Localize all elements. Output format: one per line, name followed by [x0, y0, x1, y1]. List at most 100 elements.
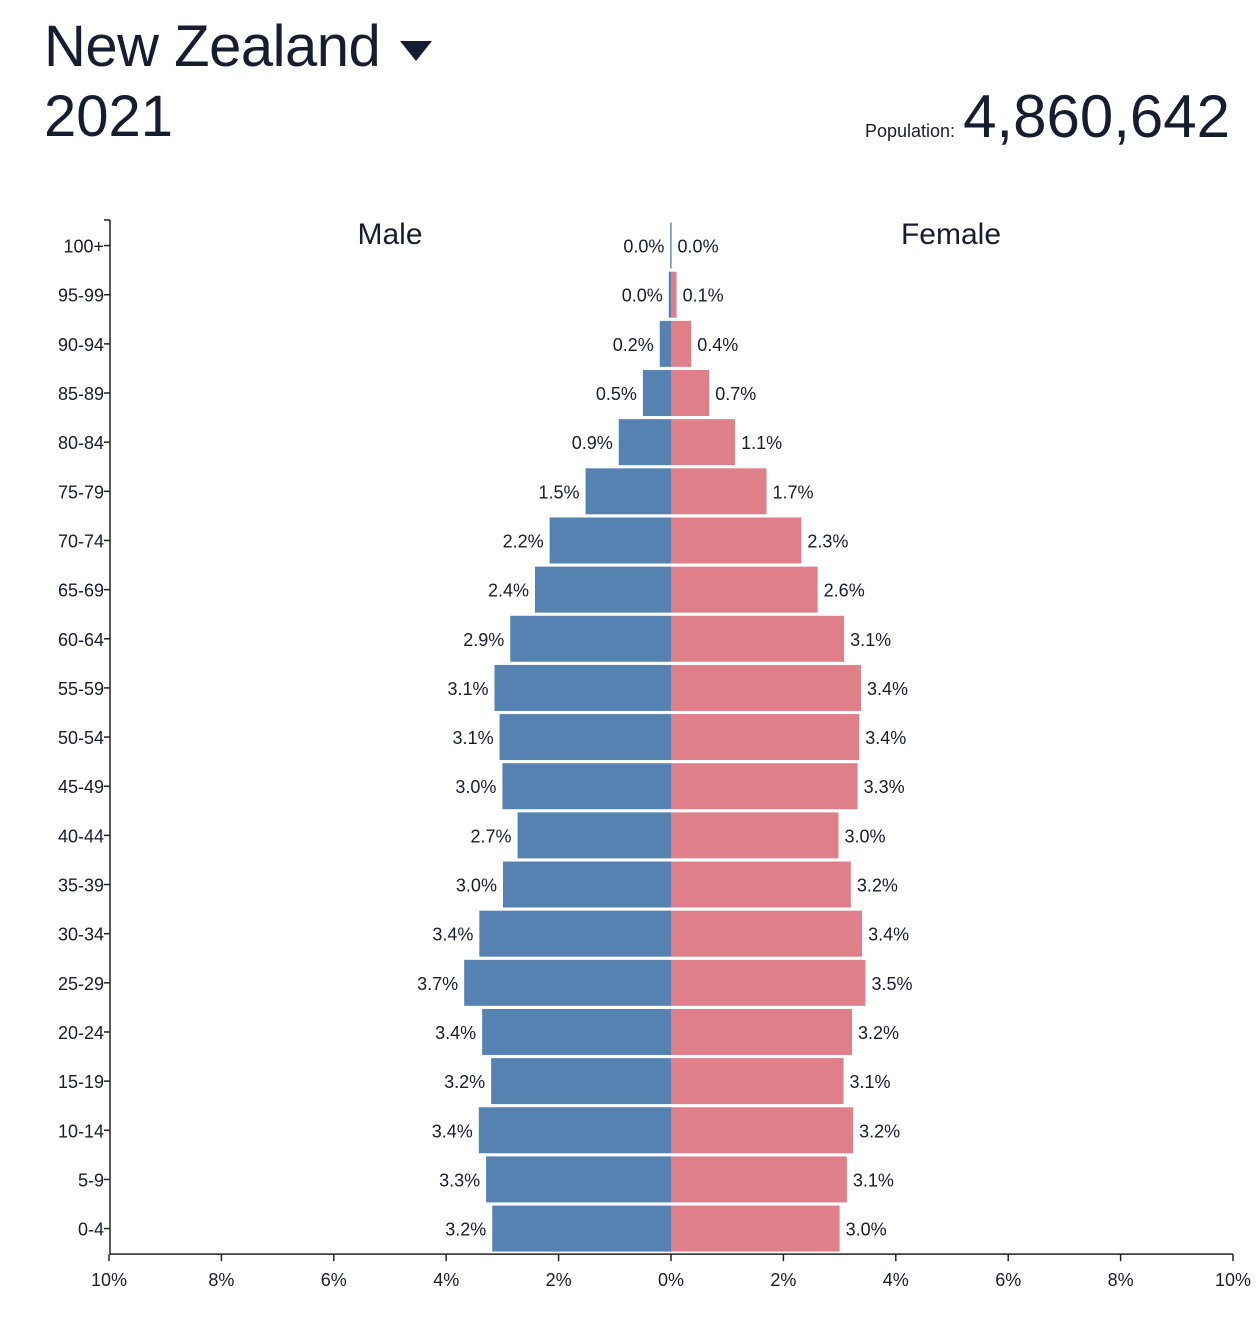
- male-bar: [491, 1058, 671, 1105]
- male-value-label: 3.4%: [432, 925, 473, 945]
- male-value-label: 1.5%: [539, 482, 580, 502]
- male-bar: [510, 615, 671, 662]
- female-value-label: 2.3%: [807, 531, 848, 551]
- female-value-label: 3.5%: [871, 974, 912, 994]
- female-bar: [671, 1058, 844, 1105]
- male-bar: [502, 763, 671, 810]
- age-group-label: 85-89: [58, 384, 104, 404]
- age-group-label: 55-59: [58, 679, 104, 699]
- female-value-label: 1.1%: [741, 433, 782, 453]
- male-value-label: 3.0%: [455, 777, 496, 797]
- male-value-label: 0.9%: [572, 433, 613, 453]
- female-value-label: 3.3%: [864, 777, 905, 797]
- female-value-label: 1.7%: [773, 482, 814, 502]
- x-tick-label: 8%: [1108, 1270, 1134, 1290]
- age-group-label: 90-94: [58, 335, 104, 355]
- male-value-label: 2.7%: [471, 826, 512, 846]
- age-group-label: 95-99: [58, 286, 104, 306]
- male-bar: [492, 1205, 671, 1252]
- x-tick-label: 2%: [770, 1270, 796, 1290]
- year-label: 2021: [44, 84, 174, 149]
- age-group-label: 30-34: [58, 925, 104, 945]
- x-tick-label: 4%: [883, 1270, 909, 1290]
- male-value-label: 0.0%: [622, 286, 663, 306]
- female-value-label: 0.1%: [683, 286, 724, 306]
- x-tick-label: 10%: [91, 1270, 127, 1290]
- male-bar: [502, 861, 671, 908]
- age-group-label: 70-74: [58, 531, 104, 551]
- male-value-label: 3.0%: [456, 876, 497, 896]
- female-bar: [671, 468, 767, 515]
- age-group-label: 75-79: [58, 482, 104, 502]
- female-bar: [671, 1205, 840, 1252]
- male-bar: [668, 271, 671, 318]
- male-bar: [478, 1107, 671, 1154]
- male-bar: [494, 664, 671, 711]
- male-value-label: 0.0%: [623, 237, 664, 257]
- population-label: Population:: [864, 121, 956, 141]
- female-heading: Female: [901, 218, 1001, 251]
- female-bar: [671, 517, 802, 564]
- male-value-label: 0.5%: [596, 384, 637, 404]
- female-value-label: 3.4%: [867, 679, 908, 699]
- male-bar: [482, 1008, 671, 1055]
- female-value-label: 3.2%: [857, 876, 898, 896]
- female-value-label: 0.7%: [715, 384, 756, 404]
- female-value-label: 3.1%: [853, 1170, 894, 1190]
- population-value: 4,860,642: [963, 83, 1230, 150]
- male-value-label: 3.4%: [432, 1121, 473, 1141]
- male-value-label: 0.2%: [613, 335, 654, 355]
- male-value-label: 3.7%: [417, 974, 458, 994]
- male-bar: [670, 222, 671, 269]
- female-bar: [671, 615, 845, 662]
- age-group-label: 65-69: [58, 581, 104, 601]
- country-dropdown[interactable]: New Zealand: [44, 12, 433, 82]
- age-group-label: 20-24: [58, 1023, 104, 1043]
- female-bar: [671, 1107, 854, 1154]
- female-bar: [671, 763, 858, 810]
- male-bar: [479, 910, 671, 957]
- caret-down-icon[interactable]: [400, 41, 433, 61]
- female-bar: [671, 959, 866, 1006]
- male-bar: [464, 959, 671, 1006]
- age-group-label: 60-64: [58, 630, 104, 650]
- female-bar: [671, 714, 860, 761]
- female-value-label: 3.4%: [865, 728, 906, 748]
- x-tick-label: 10%: [1215, 1270, 1251, 1290]
- female-bar: [671, 1008, 852, 1055]
- female-bar: [671, 320, 692, 367]
- age-group-label: 5-9: [78, 1170, 104, 1190]
- female-bar: [671, 1156, 847, 1203]
- female-value-label: 0.0%: [678, 237, 719, 257]
- male-bar: [517, 812, 671, 859]
- male-heading: Male: [357, 218, 422, 251]
- female-bar: [671, 910, 863, 957]
- age-group-label: 40-44: [58, 826, 104, 846]
- age-group-label: 50-54: [58, 728, 104, 748]
- age-group-label: 25-29: [58, 974, 104, 994]
- male-bar: [659, 320, 671, 367]
- country-name[interactable]: New Zealand: [44, 14, 381, 79]
- female-bar: [671, 222, 672, 269]
- male-value-label: 3.2%: [445, 1220, 486, 1240]
- female-value-label: 3.2%: [859, 1121, 900, 1141]
- x-tick-label: 4%: [433, 1270, 459, 1290]
- age-group-label: 45-49: [58, 777, 104, 797]
- age-group-label: 100+: [63, 237, 104, 257]
- female-bar: [671, 664, 861, 711]
- female-value-label: 3.0%: [846, 1220, 887, 1240]
- female-bar: [671, 419, 736, 466]
- header: New Zealand 2021 Population: 4,860,642: [44, 8, 1234, 158]
- male-bar: [618, 419, 671, 466]
- male-bar: [642, 370, 671, 417]
- age-group-label: 15-19: [58, 1072, 104, 1092]
- x-tick-label: 2%: [546, 1270, 572, 1290]
- population-summary: Population: 4,860,642: [865, 82, 1230, 152]
- female-bar: [671, 812, 839, 859]
- female-value-label: 0.4%: [697, 335, 738, 355]
- x-tick-label: 6%: [995, 1270, 1021, 1290]
- male-value-label: 3.3%: [439, 1170, 480, 1190]
- x-tick-label: 0%: [658, 1270, 684, 1290]
- age-group-label: 80-84: [58, 433, 104, 453]
